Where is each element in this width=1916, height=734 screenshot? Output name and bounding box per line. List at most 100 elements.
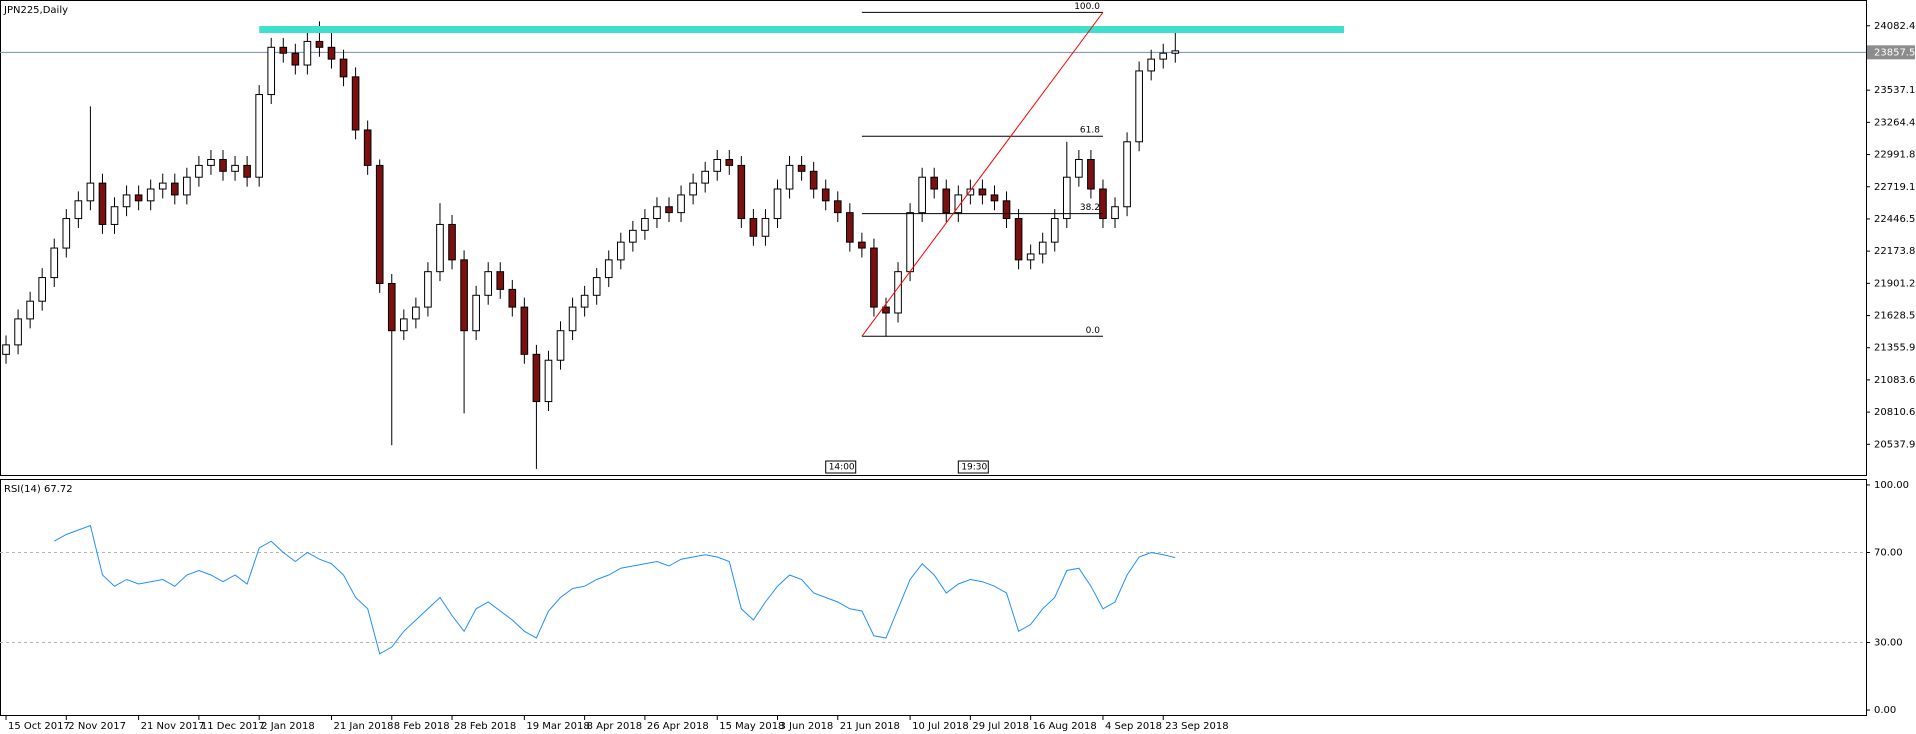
candle-body: [894, 271, 902, 314]
candle-body: [38, 277, 47, 302]
y-tick-label: 21355.90: [1874, 343, 1916, 354]
candle-body: [568, 306, 577, 332]
x-tick-label: 21 Nov 2017: [141, 721, 205, 732]
x-tick-label: 23 Sep 2018: [1165, 721, 1228, 732]
candle-body: [737, 164, 746, 220]
candle-body: [484, 271, 493, 296]
candle-body: [279, 46, 288, 54]
fib-label: 61.8: [1080, 126, 1100, 136]
candle-body: [158, 182, 167, 190]
event-label: 19:30: [961, 463, 987, 473]
x-tick-label: 15 Oct 2017: [8, 721, 70, 732]
candle-body: [580, 294, 589, 308]
candle-body: [1123, 141, 1131, 208]
candle-body: [761, 218, 770, 237]
current-price-label: 23857.50: [1874, 47, 1916, 58]
y-tick-label: 21083.60: [1874, 375, 1916, 386]
candle-body: [424, 271, 432, 308]
candle-body: [170, 182, 179, 196]
candle-body: [387, 282, 396, 332]
x-tick-label: 8 Feb 2018: [394, 721, 450, 732]
candle-body: [1111, 206, 1119, 220]
candle-body: [833, 200, 842, 214]
candle-body: [870, 247, 878, 308]
candle-body: [412, 306, 420, 320]
candle-body: [496, 271, 505, 290]
candle-body: [1159, 52, 1168, 60]
candle-body: [966, 188, 975, 196]
candle-body: [303, 40, 312, 66]
candle-body: [460, 259, 468, 332]
x-tick-label: 28 Feb 2018: [454, 721, 516, 732]
candle-body: [436, 223, 444, 273]
chart-title: JPN225,Daily: [3, 5, 68, 16]
event-label: 14:00: [829, 463, 855, 473]
y-tick-label: 30.00: [1874, 638, 1903, 649]
candle-body: [821, 188, 830, 202]
candle-body: [641, 218, 649, 231]
x-tick-label: 21 Jun 2018: [840, 721, 900, 732]
candle-body: [858, 241, 866, 249]
x-tick-label: 19 Mar 2018: [526, 721, 589, 732]
candle-body: [62, 218, 71, 249]
candle-body: [1062, 176, 1071, 220]
candle-body: [207, 158, 215, 166]
candle-body: [954, 194, 963, 214]
rsi-title: RSI(14) 67.72: [4, 484, 73, 495]
rsi-line: [53, 524, 1176, 655]
candle-body: [978, 188, 987, 196]
candle-body: [520, 306, 529, 355]
candle-body: [1026, 253, 1035, 261]
candle-body: [616, 241, 625, 261]
candle-body: [1075, 158, 1083, 178]
y-tick-label: 20537.95: [1874, 439, 1916, 450]
candle-body: [26, 300, 34, 320]
fib-label: 100.0: [1074, 2, 1100, 12]
candle-body: [990, 194, 999, 202]
x-tick-label: 21 Jan 2018: [333, 721, 393, 732]
x-tick-label: 10 Jul 2018: [912, 721, 969, 732]
candle-body: [629, 229, 637, 243]
candle-body: [1050, 218, 1059, 243]
candle-body: [243, 164, 251, 178]
y-tick-label: 22719.15: [1874, 182, 1916, 193]
candle-body: [183, 176, 191, 196]
event-box: [957, 460, 989, 474]
candle-body: [231, 164, 239, 172]
event-box: [825, 460, 857, 474]
y-tick-label: 21628.55: [1874, 311, 1916, 322]
y-tick-label: 22991.80: [1874, 150, 1916, 161]
candle-body: [219, 158, 227, 172]
candle-body: [556, 330, 565, 361]
candle-body: [785, 164, 794, 190]
candle-body: [122, 194, 131, 208]
candle-body: [375, 164, 384, 284]
candle-body: [315, 40, 324, 48]
candle-body: [604, 259, 613, 279]
y-tick-label: 24082.40: [1874, 21, 1916, 32]
candle-body: [653, 206, 661, 220]
x-tick-label: 29 Jul 2018: [972, 721, 1029, 732]
candle-body: [508, 288, 517, 308]
x-tick-label: 8 Apr 2018: [587, 721, 642, 732]
y-tick-label: 20810.60: [1874, 407, 1916, 418]
candle-body: [1171, 50, 1180, 54]
x-tick-label: 11 Dec 2017: [201, 721, 265, 732]
candle-body: [327, 46, 336, 60]
candle-body: [2, 344, 10, 355]
y-tick-label: 23537.10: [1874, 85, 1916, 96]
candle-body: [1014, 218, 1023, 261]
candle-body: [918, 176, 926, 214]
x-tick-label: 15 May 2018: [719, 721, 784, 732]
candle-body: [1002, 200, 1011, 220]
candle-body: [1099, 188, 1107, 220]
candle-body: [930, 176, 939, 190]
candle-body: [134, 194, 143, 202]
candle-body: [689, 182, 697, 196]
candle-body: [725, 158, 734, 166]
candle-body: [1147, 58, 1155, 72]
candle-body: [1135, 70, 1143, 143]
x-tick-label: 26 Apr 2018: [647, 721, 709, 732]
